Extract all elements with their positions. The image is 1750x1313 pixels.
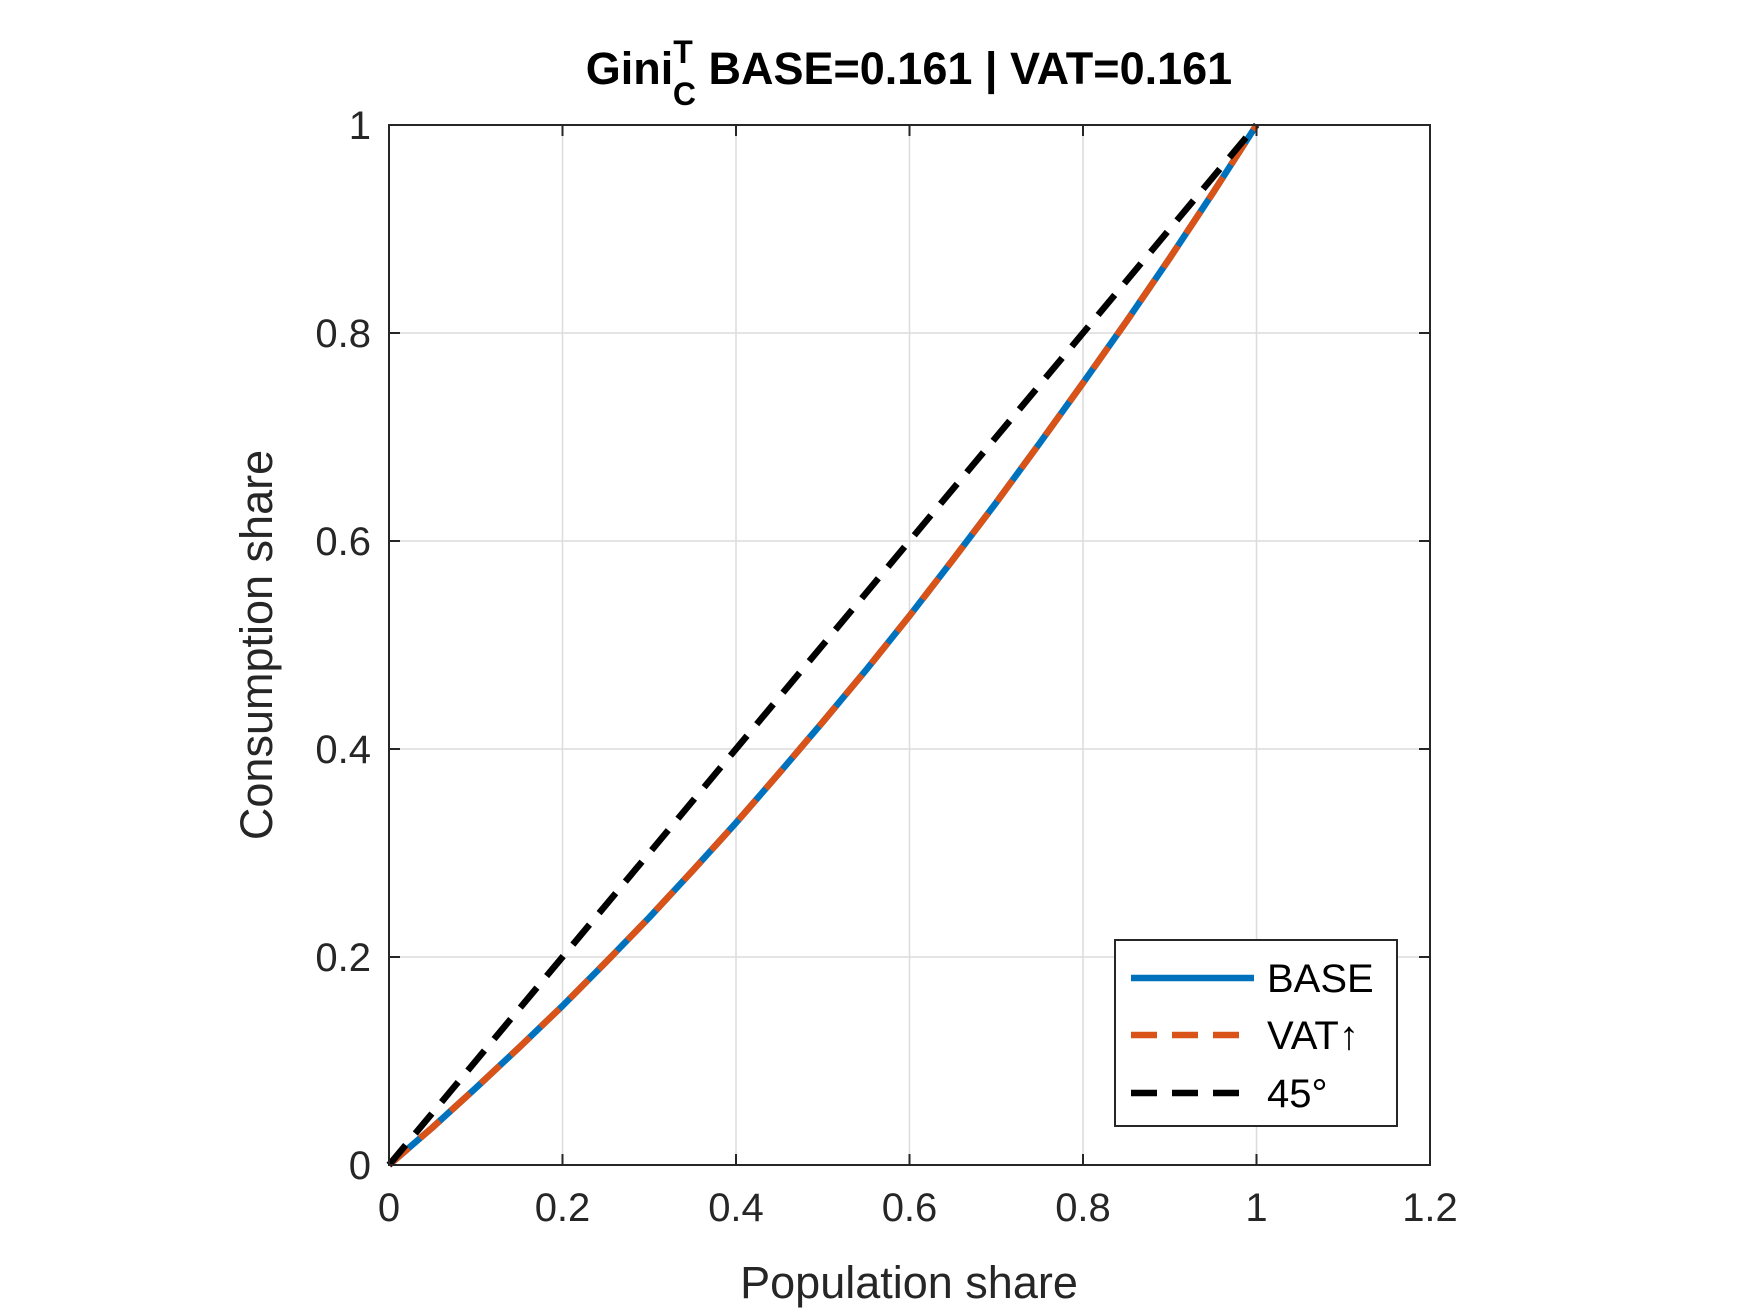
- tick-marks: [388, 124, 1431, 1166]
- x-tick-label: 0.6: [882, 1186, 938, 1230]
- x-tick-label: 0.2: [535, 1186, 591, 1230]
- x-tick-label: 0: [378, 1186, 400, 1230]
- x-tick-label: 1.2: [1402, 1186, 1458, 1230]
- x-tick-labels: 0 0.2 0.4 0.6 0.8 1 1.2: [378, 1186, 1458, 1230]
- y-tick-label: 0.8: [315, 312, 371, 356]
- title-superscript: T: [673, 34, 693, 70]
- title-suffix: BASE=0.161 | VAT=0.161: [696, 43, 1232, 95]
- x-tick-label: 0.4: [708, 1186, 764, 1230]
- chart-title: GiniT C BASE=0.161 | VAT=0.161: [586, 34, 1232, 112]
- y-tick-label: 0.6: [315, 520, 371, 564]
- x-axis-label: Population share: [740, 1257, 1078, 1308]
- series-line-3: [386, 122, 1259, 1168]
- series-line-2: [386, 123, 1260, 1168]
- y-tick-label: 0.4: [315, 728, 371, 772]
- y-tick-label: 1: [349, 104, 371, 148]
- legend-label: 45°: [1267, 1072, 1328, 1116]
- x-tick-label: 1: [1245, 1186, 1267, 1230]
- title-subscript: C: [673, 76, 696, 112]
- x-tick-label: 0.8: [1055, 1186, 1111, 1230]
- series-lines: [386, 122, 1260, 1168]
- y-axis-label: Consumption share: [231, 450, 282, 840]
- y-tick-label: 0.2: [315, 936, 371, 980]
- y-tick-label: 0: [349, 1144, 371, 1188]
- legend-label: VAT↑: [1267, 1014, 1359, 1058]
- y-tick-labels: 0 0.2 0.4 0.6 0.8 1: [315, 104, 371, 1188]
- legend: BASE VAT↑ 45°: [1114, 939, 1398, 1127]
- legend-box: [1114, 939, 1398, 1127]
- legend-label: BASE: [1267, 957, 1374, 1001]
- title-prefix: Gini: [586, 43, 674, 94]
